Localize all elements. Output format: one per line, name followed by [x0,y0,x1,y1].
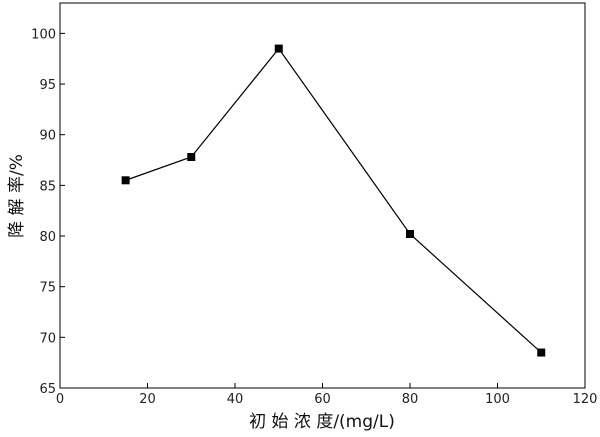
x-tick-label: 100 [485,392,510,407]
data-point [187,153,196,161]
y-tick-label: 90 [39,129,56,144]
x-tick-label: 120 [573,392,598,407]
data-point [406,230,414,238]
data-point [537,348,546,357]
y-tick-label: 65 [39,382,56,397]
y-tick-label: 70 [39,331,56,346]
y-axis-title: 降 解 率/% [7,154,27,238]
data-point [121,176,130,185]
x-tick-label: 60 [314,392,331,407]
x-axis-title: 初 始 浓 度/(mg/L) [249,412,395,432]
y-tick-label: 80 [39,230,56,245]
x-tick-label: 20 [139,392,156,407]
data-points [121,44,546,357]
y-tick-label: 85 [39,179,56,194]
y-tick-label: 75 [39,281,56,296]
x-axis-ticks: 0 20 40 60 80 100 120 [56,383,598,407]
y-tick-label: 100 [31,27,56,42]
x-tick-label: 40 [227,392,244,407]
data-point [274,44,283,53]
y-axis-ticks: 65 70 75 80 85 90 95 100 [31,27,65,397]
series-line [125,47,542,353]
plot-frame [59,2,586,389]
x-tick-label: 80 [402,392,419,407]
x-tick-label: 0 [56,392,64,407]
y-tick-label: 95 [39,78,56,93]
